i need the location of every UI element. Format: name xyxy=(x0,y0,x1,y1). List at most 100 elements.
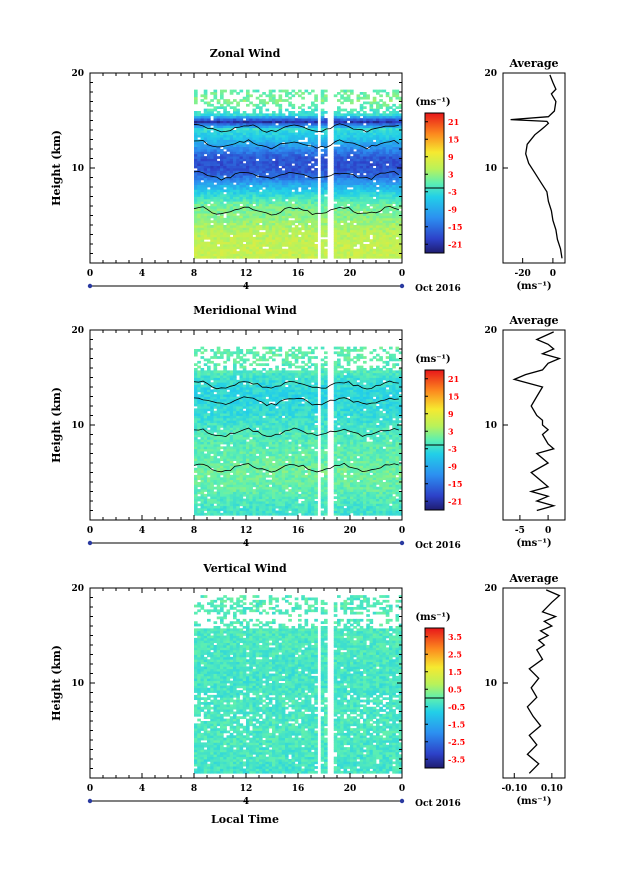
heatmap-cells xyxy=(194,90,402,259)
x-tick-label: 4 xyxy=(139,269,145,279)
colorbar-tick-label: 21 xyxy=(448,117,459,127)
x-tick-label: 0 xyxy=(399,784,405,794)
colorbar-tick-label: 0.5 xyxy=(448,684,462,694)
x-axis-title: Local Time xyxy=(211,813,279,826)
date-bar-end xyxy=(400,284,404,288)
x-tick-label: 0 xyxy=(87,526,93,536)
y-axis-title: Height (km) xyxy=(50,130,63,206)
date-month-label: Oct 2016 xyxy=(415,799,461,809)
colorbar-tick-label: 15 xyxy=(448,391,459,401)
x-tick-label: 16 xyxy=(292,784,305,794)
average-x-tick-label: -0.10 xyxy=(501,784,527,794)
colorbar-tick-label: -3.5 xyxy=(448,754,465,764)
colorbar-tick-label: -2.5 xyxy=(448,737,465,747)
x-tick-label: 16 xyxy=(292,526,305,536)
colorbar-tick-label: -21 xyxy=(448,496,462,506)
date-bar-start xyxy=(88,799,92,803)
average-y-tick-label: 10 xyxy=(484,679,497,689)
colorbar xyxy=(425,370,444,510)
colorbar xyxy=(425,113,444,253)
date-bar-end xyxy=(400,541,404,545)
colorbar-tick-label: -1.5 xyxy=(448,719,465,729)
average-x-unit: (ms⁻¹) xyxy=(516,796,551,807)
x-tick-label: 8 xyxy=(191,784,197,794)
date-bar-start xyxy=(88,284,92,288)
x-tick-label: 8 xyxy=(191,269,197,279)
x-tick-label: 0 xyxy=(399,269,405,279)
colorbar-tick-label: 9 xyxy=(448,152,454,162)
y-axis-title: Height (km) xyxy=(50,645,63,721)
colorbar-tick-label: 2.5 xyxy=(448,649,462,659)
y-tick-label: 20 xyxy=(71,69,84,79)
average-x-tick-label: -5 xyxy=(515,526,525,536)
panel-2: Meridional Wind 0 4 8 12 16 20 0 10 20 Height (km)… xyxy=(50,304,565,551)
colorbar-tick-label: 15 xyxy=(448,134,459,144)
x-tick-label: 0 xyxy=(87,269,93,279)
colorbar-tick-label: 3 xyxy=(448,169,454,179)
y-tick-label: 10 xyxy=(71,421,84,431)
panel-title: Zonal Wind xyxy=(210,47,281,60)
x-tick-label: 16 xyxy=(292,269,305,279)
colorbar-tick-label: -21 xyxy=(448,239,462,249)
x-tick-label: 12 xyxy=(240,784,253,794)
colorbar-tick-label: 1.5 xyxy=(448,667,462,677)
x-tick-label: 12 xyxy=(240,526,253,536)
colorbar-tick-label: -3 xyxy=(448,187,457,197)
average-title: Average xyxy=(508,57,558,70)
colorbar-unit: (ms⁻¹) xyxy=(415,97,450,108)
average-y-tick-label: 20 xyxy=(484,584,497,594)
x-tick-label: 8 xyxy=(191,526,197,536)
average-profile-line xyxy=(514,332,559,511)
y-axis-title: Height (km) xyxy=(50,387,63,463)
average-y-tick-label: 10 xyxy=(484,421,497,431)
x-tick-label: 20 xyxy=(344,784,357,794)
date-month-label: Oct 2016 xyxy=(415,541,461,551)
x-tick-label: 4 xyxy=(139,526,145,536)
average-x-tick-label: 0 xyxy=(545,526,551,536)
average-profile-line xyxy=(527,590,559,773)
date-day-label: 4 xyxy=(243,539,249,549)
plot-layer: Zonal Wind 0 4 8 12 16 20 0 10 20 Height (km) 4 Oct … xyxy=(50,47,565,809)
average-x-unit: (ms⁻¹) xyxy=(516,538,551,549)
panel-title: Meridional Wind xyxy=(193,304,297,317)
average-x-tick-label: 0 xyxy=(550,269,556,279)
colorbar-tick-label: -15 xyxy=(448,222,462,232)
date-day-label: 4 xyxy=(243,797,249,807)
colorbar-tick-label: -15 xyxy=(448,479,462,489)
date-bar-end xyxy=(400,799,404,803)
y-tick-label: 20 xyxy=(71,584,84,594)
x-tick-label: 0 xyxy=(399,526,405,536)
panel-title: Vertical Wind xyxy=(202,562,287,575)
average-x-unit: (ms⁻¹) xyxy=(516,281,551,292)
date-bar-start xyxy=(88,541,92,545)
colorbar-tick-label: 9 xyxy=(448,409,454,419)
y-tick-label: 10 xyxy=(71,164,84,174)
date-month-label: Oct 2016 xyxy=(415,284,461,294)
x-tick-label: 12 xyxy=(240,269,253,279)
y-tick-label: 20 xyxy=(71,326,84,336)
x-tick-label: 4 xyxy=(139,784,145,794)
average-title: Average xyxy=(508,314,558,327)
colorbar-unit: (ms⁻¹) xyxy=(415,354,450,365)
average-y-tick-label: 20 xyxy=(484,69,497,79)
colorbar-tick-label: -0.5 xyxy=(448,702,465,712)
average-x-tick-label: -20 xyxy=(515,269,531,279)
y-tick-label: 10 xyxy=(71,679,84,689)
colorbar-tick-label: -9 xyxy=(448,461,457,471)
average-y-tick-label: 10 xyxy=(484,164,497,174)
average-frame xyxy=(503,330,565,520)
colorbar-tick-label: 3 xyxy=(448,426,454,436)
colorbar-tick-label: -9 xyxy=(448,204,457,214)
colorbar-unit: (ms⁻¹) xyxy=(415,612,450,623)
average-title: Average xyxy=(508,572,558,585)
heatmap-cells xyxy=(194,347,402,516)
x-tick-label: 20 xyxy=(344,269,357,279)
x-tick-label: 20 xyxy=(344,526,357,536)
colorbar-tick-label: 21 xyxy=(448,374,459,384)
colorbar-tick-label: -3 xyxy=(448,444,457,454)
average-y-tick-label: 20 xyxy=(484,326,497,336)
